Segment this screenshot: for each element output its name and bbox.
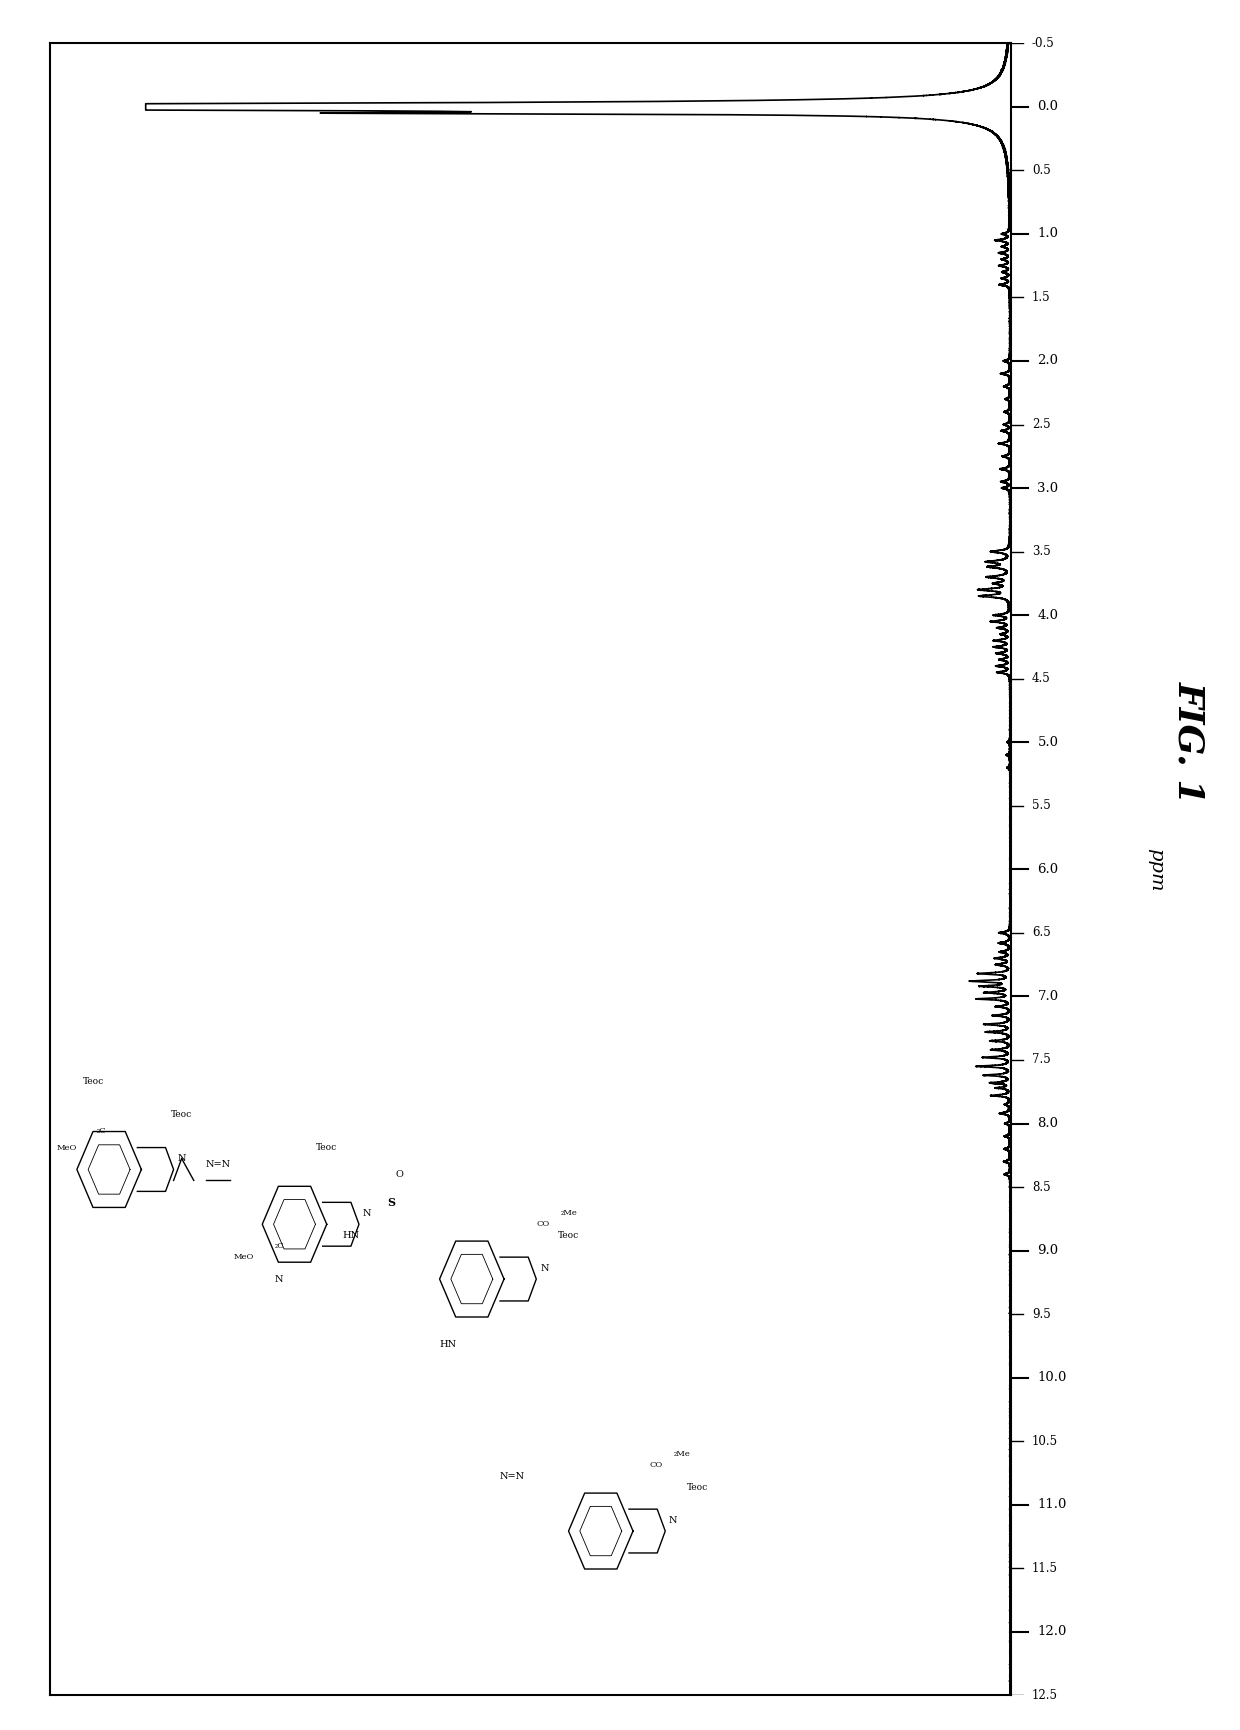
Text: 9.5: 9.5 xyxy=(1032,1308,1050,1320)
Text: Teoc: Teoc xyxy=(171,1111,192,1119)
Text: 6.5: 6.5 xyxy=(1032,926,1050,939)
Text: 9.0: 9.0 xyxy=(1038,1244,1059,1258)
Text: N: N xyxy=(670,1515,677,1524)
Text: 3.5: 3.5 xyxy=(1032,545,1050,559)
Text: N=N: N=N xyxy=(206,1159,231,1168)
Text: CO: CO xyxy=(650,1462,662,1469)
Text: N: N xyxy=(363,1209,371,1218)
Text: HN: HN xyxy=(342,1230,360,1240)
Text: 4.0: 4.0 xyxy=(1038,609,1059,621)
Text: 2.5: 2.5 xyxy=(1032,419,1050,431)
Text: 5.0: 5.0 xyxy=(1038,735,1059,749)
Text: Teoc: Teoc xyxy=(316,1144,337,1152)
Text: S: S xyxy=(387,1197,396,1208)
Text: FIG. 1: FIG. 1 xyxy=(1172,682,1207,803)
Text: 11.0: 11.0 xyxy=(1038,1498,1066,1512)
Text: -0.5: -0.5 xyxy=(1032,36,1054,50)
Text: 7.5: 7.5 xyxy=(1032,1054,1050,1066)
Text: 3.0: 3.0 xyxy=(1038,481,1059,495)
Text: ₂Me: ₂Me xyxy=(673,1450,691,1458)
Text: 5.5: 5.5 xyxy=(1032,799,1050,813)
Text: 0.5: 0.5 xyxy=(1032,164,1050,176)
Text: 6.0: 6.0 xyxy=(1038,863,1059,875)
Text: 10.5: 10.5 xyxy=(1032,1434,1058,1448)
Text: Teoc: Teoc xyxy=(687,1483,708,1491)
Text: Teoc: Teoc xyxy=(82,1078,104,1086)
Text: 2.0: 2.0 xyxy=(1038,355,1059,367)
Text: ₂C: ₂C xyxy=(97,1128,107,1135)
Text: O: O xyxy=(396,1171,403,1180)
Text: HN: HN xyxy=(439,1341,456,1349)
Text: ₂Me: ₂Me xyxy=(560,1209,578,1218)
Text: MeO: MeO xyxy=(234,1253,254,1261)
Text: N: N xyxy=(177,1154,186,1163)
Text: 7.0: 7.0 xyxy=(1038,990,1059,1003)
Text: 0.0: 0.0 xyxy=(1038,100,1059,112)
Text: 12.0: 12.0 xyxy=(1038,1626,1066,1638)
Text: Teoc: Teoc xyxy=(558,1230,579,1240)
Text: N: N xyxy=(274,1275,283,1284)
Text: N=N: N=N xyxy=(500,1472,525,1481)
Text: 12.5: 12.5 xyxy=(1032,1688,1058,1702)
Text: 4.5: 4.5 xyxy=(1032,673,1050,685)
Text: 1.0: 1.0 xyxy=(1038,227,1059,240)
Text: ₂C: ₂C xyxy=(274,1242,284,1251)
Text: 1.5: 1.5 xyxy=(1032,291,1050,304)
Text: 8.5: 8.5 xyxy=(1032,1180,1050,1194)
Text: 11.5: 11.5 xyxy=(1032,1562,1058,1574)
Text: N: N xyxy=(541,1263,548,1273)
Text: ppm: ppm xyxy=(1147,848,1164,891)
Text: CO: CO xyxy=(536,1220,549,1228)
Text: 8.0: 8.0 xyxy=(1038,1118,1059,1130)
Text: MeO: MeO xyxy=(57,1144,77,1152)
Text: 10.0: 10.0 xyxy=(1038,1372,1066,1384)
